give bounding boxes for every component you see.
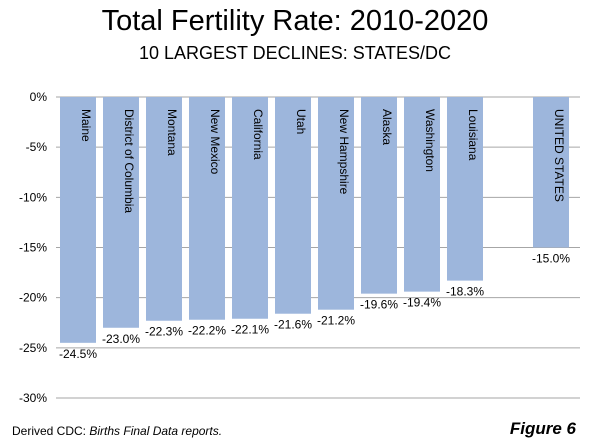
- category-label: Washington: [423, 109, 437, 172]
- data-label: -22.2%: [188, 324, 226, 338]
- data-labels: -24.5% -23.0% -22.3% -22.2% -22.1% -21.6% -21.…: [59, 252, 570, 361]
- data-label: -22.3%: [145, 325, 183, 339]
- data-label: -21.6%: [274, 318, 312, 332]
- y-tick-labels: 0% -5% -10% -15% -20% -25% -30%: [19, 90, 47, 405]
- data-label: -23.0%: [102, 332, 140, 346]
- source-note: Derived CDC: Births Final Data reports.: [12, 424, 222, 438]
- bar: [404, 97, 440, 292]
- category-label: District of Columbia: [122, 109, 136, 213]
- bar: [189, 97, 225, 320]
- category-label: California: [251, 109, 265, 160]
- y-tick-label: -10%: [19, 190, 47, 204]
- category-label: Maine: [79, 109, 93, 142]
- source-italic: Births Final Data reports.: [89, 424, 223, 438]
- data-label: -22.1%: [231, 323, 269, 337]
- category-label: Alaska: [380, 109, 394, 145]
- bar: [60, 97, 96, 343]
- chart-subtitle: 10 LARGEST DECLINES: STATES/DC: [138, 43, 452, 63]
- bar: [361, 97, 397, 294]
- bar: [103, 97, 139, 328]
- category-label: New Mexico: [208, 109, 222, 175]
- category-label: New Hampshire: [337, 109, 351, 195]
- bar: [275, 97, 311, 314]
- chart-title: Total Fertility Rate: 2010-2020: [101, 5, 489, 37]
- category-label: Montana: [165, 109, 179, 156]
- bars: [60, 97, 569, 343]
- category-label: Louisiana: [466, 109, 480, 161]
- source-prefix: Derived CDC:: [12, 424, 90, 438]
- category-label: UNITED STATES: [552, 109, 566, 202]
- bar: [146, 97, 182, 321]
- data-label: -15.0%: [532, 252, 570, 266]
- data-label: -19.4%: [403, 296, 441, 310]
- y-tick-label: -30%: [19, 391, 47, 405]
- bar: [232, 97, 268, 319]
- category-label: Utah: [294, 109, 308, 134]
- y-tick-label: -5%: [26, 140, 48, 154]
- y-tick-label: -20%: [19, 291, 47, 305]
- category-labels: Maine District of Columbia Montana New Mexi…: [79, 109, 566, 213]
- data-label: -21.2%: [317, 314, 355, 328]
- data-label: -19.6%: [360, 298, 398, 312]
- data-label: -24.5%: [59, 347, 97, 361]
- figure-label: Figure 6: [509, 419, 576, 438]
- y-tick-label: -25%: [19, 341, 47, 355]
- data-label: -18.3%: [446, 285, 484, 299]
- y-tick-label: 0%: [30, 90, 48, 104]
- bar: [533, 97, 569, 248]
- bar: [447, 97, 483, 281]
- y-tick-label: -15%: [19, 241, 47, 255]
- bar: [318, 97, 354, 310]
